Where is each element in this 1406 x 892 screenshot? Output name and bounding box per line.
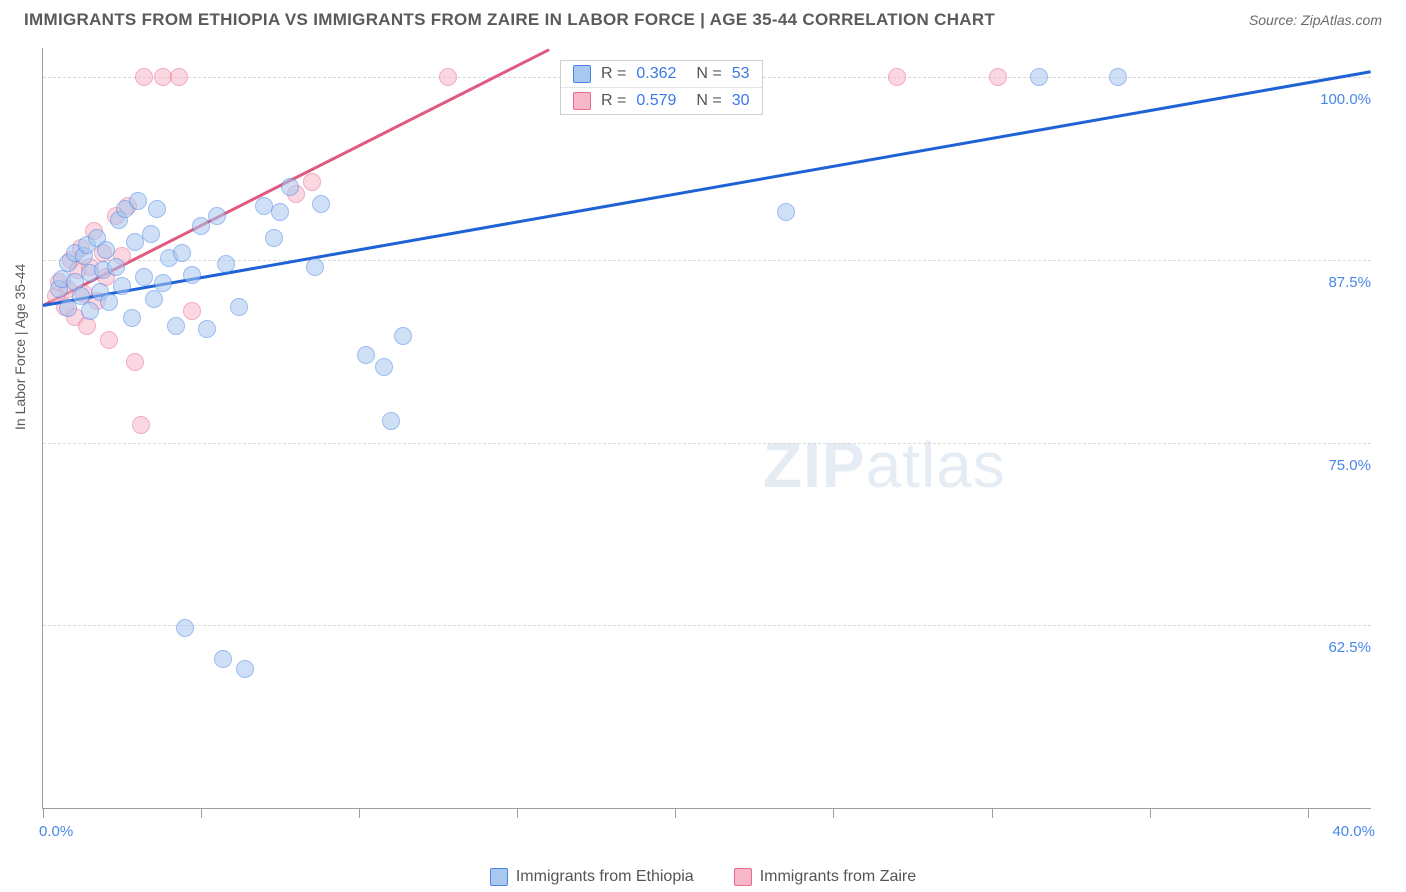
ethiopia-point bbox=[129, 192, 147, 210]
legend-swatch bbox=[490, 868, 508, 886]
zaire-point bbox=[135, 68, 153, 86]
correlation-legend-row: R = 0.579 N = 30 bbox=[561, 88, 762, 114]
ethiopia-point bbox=[306, 258, 324, 276]
ethiopia-point bbox=[176, 619, 194, 637]
n-label: N = bbox=[696, 92, 721, 110]
ethiopia-point bbox=[107, 258, 125, 276]
watermark: ZIPatlas bbox=[763, 428, 1006, 502]
x-tick bbox=[992, 808, 993, 818]
zaire-point bbox=[989, 68, 1007, 86]
zaire-point bbox=[183, 302, 201, 320]
ethiopia-point bbox=[123, 309, 141, 327]
r-label: R = bbox=[601, 92, 626, 110]
ethiopia-point bbox=[357, 346, 375, 364]
ethiopia-point bbox=[173, 244, 191, 262]
ethiopia-point bbox=[1109, 68, 1127, 86]
correlation-legend: R = 0.362 N = 53 R = 0.579 N = 30 bbox=[560, 60, 763, 115]
ethiopia-point bbox=[281, 178, 299, 196]
legend-swatch bbox=[734, 868, 752, 886]
r-value: 0.579 bbox=[636, 92, 676, 110]
zaire-point bbox=[888, 68, 906, 86]
legend-label: Immigrants from Zaire bbox=[760, 868, 916, 886]
ethiopia-point bbox=[394, 327, 412, 345]
ethiopia-point bbox=[271, 203, 289, 221]
ethiopia-point bbox=[236, 660, 254, 678]
y-tick-label: 100.0% bbox=[1318, 91, 1373, 108]
x-axis-min-label: 0.0% bbox=[39, 823, 73, 840]
ethiopia-point bbox=[214, 650, 232, 668]
x-axis-max-label: 40.0% bbox=[1332, 823, 1375, 840]
n-label: N = bbox=[696, 65, 721, 83]
ethiopia-point bbox=[81, 302, 99, 320]
scatter-plot: ZIPatlas 62.5%75.0%87.5%100.0%0.0%40.0% bbox=[42, 48, 1371, 809]
ethiopia-point bbox=[135, 268, 153, 286]
x-tick bbox=[201, 808, 202, 818]
x-tick bbox=[1150, 808, 1151, 818]
x-tick bbox=[43, 808, 44, 818]
ethiopia-point bbox=[230, 298, 248, 316]
ethiopia-point bbox=[312, 195, 330, 213]
x-tick bbox=[359, 808, 360, 818]
ethiopia-point bbox=[183, 266, 201, 284]
series-legend: Immigrants from Ethiopia Immigrants from … bbox=[0, 868, 1406, 886]
y-tick-label: 87.5% bbox=[1326, 274, 1373, 291]
zaire-point bbox=[439, 68, 457, 86]
ethiopia-point bbox=[113, 277, 131, 295]
legend-swatch bbox=[573, 65, 591, 83]
r-value: 0.362 bbox=[636, 65, 676, 83]
ethiopia-point bbox=[145, 290, 163, 308]
ethiopia-point bbox=[777, 203, 795, 221]
x-tick bbox=[1308, 808, 1309, 818]
ethiopia-point bbox=[97, 241, 115, 259]
source-label: Source: ZipAtlas.com bbox=[1249, 12, 1382, 28]
ethiopia-point bbox=[148, 200, 166, 218]
ethiopia-point bbox=[382, 412, 400, 430]
gridline bbox=[43, 443, 1371, 444]
y-axis-title: In Labor Force | Age 35-44 bbox=[12, 264, 28, 430]
legend-item: Immigrants from Zaire bbox=[734, 868, 916, 886]
ethiopia-point bbox=[198, 320, 216, 338]
y-tick-label: 75.0% bbox=[1326, 457, 1373, 474]
zaire-point bbox=[303, 173, 321, 191]
legend-swatch bbox=[573, 92, 591, 110]
x-tick bbox=[675, 808, 676, 818]
ethiopia-point bbox=[217, 255, 235, 273]
chart-title: IMMIGRANTS FROM ETHIOPIA VS IMMIGRANTS F… bbox=[24, 10, 995, 30]
gridline bbox=[43, 260, 1371, 261]
r-label: R = bbox=[601, 65, 626, 83]
ethiopia-point bbox=[265, 229, 283, 247]
ethiopia-point bbox=[1030, 68, 1048, 86]
x-tick bbox=[833, 808, 834, 818]
ethiopia-point bbox=[208, 207, 226, 225]
ethiopia-point bbox=[192, 217, 210, 235]
legend-label: Immigrants from Ethiopia bbox=[516, 868, 694, 886]
n-value: 53 bbox=[732, 65, 750, 83]
n-value: 30 bbox=[732, 92, 750, 110]
ethiopia-point bbox=[167, 317, 185, 335]
zaire-point bbox=[100, 331, 118, 349]
ethiopia-point bbox=[375, 358, 393, 376]
ethiopia-point bbox=[154, 274, 172, 292]
zaire-point bbox=[132, 416, 150, 434]
zaire-point bbox=[170, 68, 188, 86]
y-tick-label: 62.5% bbox=[1326, 639, 1373, 656]
correlation-legend-row: R = 0.362 N = 53 bbox=[561, 61, 762, 88]
x-tick bbox=[517, 808, 518, 818]
zaire-point bbox=[126, 353, 144, 371]
gridline bbox=[43, 625, 1371, 626]
ethiopia-point bbox=[142, 225, 160, 243]
legend-item: Immigrants from Ethiopia bbox=[490, 868, 694, 886]
ethiopia-point bbox=[100, 293, 118, 311]
